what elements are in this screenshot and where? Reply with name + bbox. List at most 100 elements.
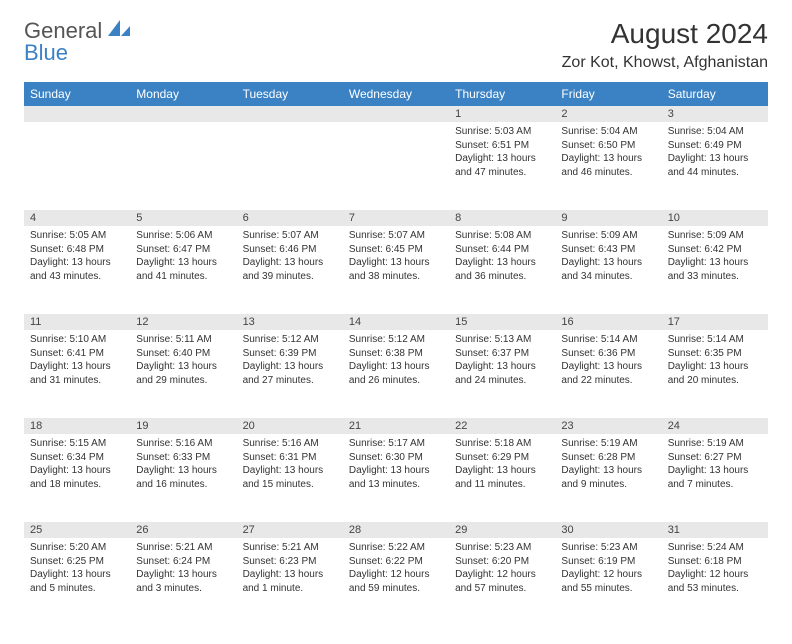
sunset-text: Sunset: 6:22 PM	[349, 555, 443, 569]
sunrise-text: Sunrise: 5:19 AM	[561, 437, 655, 451]
sunrise-text: Sunrise: 5:12 AM	[349, 333, 443, 347]
day-cell: Sunrise: 5:07 AMSunset: 6:46 PMDaylight:…	[237, 226, 343, 314]
day-content: Sunrise: 5:09 AMSunset: 6:42 PMDaylight:…	[662, 226, 768, 289]
day-cell	[24, 122, 130, 210]
day-number-cell: 8	[449, 210, 555, 226]
sunset-text: Sunset: 6:44 PM	[455, 243, 549, 257]
daylight-text: Daylight: 13 hours and 41 minutes.	[136, 256, 230, 283]
day-cell: Sunrise: 5:04 AMSunset: 6:50 PMDaylight:…	[555, 122, 661, 210]
sunrise-text: Sunrise: 5:10 AM	[30, 333, 124, 347]
daylight-text: Daylight: 13 hours and 9 minutes.	[561, 464, 655, 491]
day-number-cell: 18	[24, 418, 130, 434]
day-cell: Sunrise: 5:06 AMSunset: 6:47 PMDaylight:…	[130, 226, 236, 314]
day-content: Sunrise: 5:12 AMSunset: 6:38 PMDaylight:…	[343, 330, 449, 393]
sunset-text: Sunset: 6:39 PM	[243, 347, 337, 361]
day-cell: Sunrise: 5:11 AMSunset: 6:40 PMDaylight:…	[130, 330, 236, 418]
week-row: Sunrise: 5:05 AMSunset: 6:48 PMDaylight:…	[24, 226, 768, 314]
th-sunday: Sunday	[24, 82, 130, 106]
day-number-cell	[24, 106, 130, 122]
sunset-text: Sunset: 6:36 PM	[561, 347, 655, 361]
day-number-cell: 6	[237, 210, 343, 226]
sunrise-text: Sunrise: 5:17 AM	[349, 437, 443, 451]
daylight-text: Daylight: 13 hours and 24 minutes.	[455, 360, 549, 387]
sunset-text: Sunset: 6:33 PM	[136, 451, 230, 465]
daylight-text: Daylight: 13 hours and 18 minutes.	[30, 464, 124, 491]
day-cell: Sunrise: 5:20 AMSunset: 6:25 PMDaylight:…	[24, 538, 130, 626]
sunrise-text: Sunrise: 5:21 AM	[243, 541, 337, 555]
th-monday: Monday	[130, 82, 236, 106]
daylight-text: Daylight: 13 hours and 29 minutes.	[136, 360, 230, 387]
sunset-text: Sunset: 6:41 PM	[30, 347, 124, 361]
day-number-cell: 22	[449, 418, 555, 434]
sunset-text: Sunset: 6:27 PM	[668, 451, 762, 465]
daylight-text: Daylight: 13 hours and 43 minutes.	[30, 256, 124, 283]
day-cell	[343, 122, 449, 210]
day-content: Sunrise: 5:23 AMSunset: 6:19 PMDaylight:…	[555, 538, 661, 601]
sunrise-text: Sunrise: 5:18 AM	[455, 437, 549, 451]
sunrise-text: Sunrise: 5:19 AM	[668, 437, 762, 451]
sunset-text: Sunset: 6:30 PM	[349, 451, 443, 465]
sunset-text: Sunset: 6:35 PM	[668, 347, 762, 361]
daylight-text: Daylight: 13 hours and 26 minutes.	[349, 360, 443, 387]
day-cell: Sunrise: 5:05 AMSunset: 6:48 PMDaylight:…	[24, 226, 130, 314]
day-content: Sunrise: 5:23 AMSunset: 6:20 PMDaylight:…	[449, 538, 555, 601]
day-content: Sunrise: 5:18 AMSunset: 6:29 PMDaylight:…	[449, 434, 555, 497]
day-content: Sunrise: 5:16 AMSunset: 6:31 PMDaylight:…	[237, 434, 343, 497]
daynum-row: 45678910	[24, 210, 768, 226]
title-block: August 2024 Zor Kot, Khowst, Afghanistan	[562, 18, 768, 72]
daynum-row: 11121314151617	[24, 314, 768, 330]
sunset-text: Sunset: 6:37 PM	[455, 347, 549, 361]
sunrise-text: Sunrise: 5:12 AM	[243, 333, 337, 347]
day-number-cell: 13	[237, 314, 343, 330]
day-cell: Sunrise: 5:21 AMSunset: 6:24 PMDaylight:…	[130, 538, 236, 626]
day-content: Sunrise: 5:19 AMSunset: 6:28 PMDaylight:…	[555, 434, 661, 497]
day-content: Sunrise: 5:07 AMSunset: 6:46 PMDaylight:…	[237, 226, 343, 289]
sunset-text: Sunset: 6:48 PM	[30, 243, 124, 257]
daylight-text: Daylight: 13 hours and 5 minutes.	[30, 568, 124, 595]
sunrise-text: Sunrise: 5:14 AM	[561, 333, 655, 347]
sunset-text: Sunset: 6:18 PM	[668, 555, 762, 569]
day-number-cell: 1	[449, 106, 555, 122]
day-number-cell: 12	[130, 314, 236, 330]
daylight-text: Daylight: 13 hours and 38 minutes.	[349, 256, 443, 283]
day-content: Sunrise: 5:24 AMSunset: 6:18 PMDaylight:…	[662, 538, 768, 601]
day-number-cell	[343, 106, 449, 122]
day-content: Sunrise: 5:20 AMSunset: 6:25 PMDaylight:…	[24, 538, 130, 601]
daylight-text: Daylight: 13 hours and 34 minutes.	[561, 256, 655, 283]
daylight-text: Daylight: 13 hours and 22 minutes.	[561, 360, 655, 387]
day-number-cell: 20	[237, 418, 343, 434]
day-number-cell: 5	[130, 210, 236, 226]
day-content: Sunrise: 5:21 AMSunset: 6:24 PMDaylight:…	[130, 538, 236, 601]
sunrise-text: Sunrise: 5:04 AM	[561, 125, 655, 139]
day-cell: Sunrise: 5:18 AMSunset: 6:29 PMDaylight:…	[449, 434, 555, 522]
daylight-text: Daylight: 13 hours and 33 minutes.	[668, 256, 762, 283]
day-cell: Sunrise: 5:16 AMSunset: 6:33 PMDaylight:…	[130, 434, 236, 522]
day-content: Sunrise: 5:21 AMSunset: 6:23 PMDaylight:…	[237, 538, 343, 601]
day-cell: Sunrise: 5:23 AMSunset: 6:20 PMDaylight:…	[449, 538, 555, 626]
daylight-text: Daylight: 13 hours and 3 minutes.	[136, 568, 230, 595]
day-content: Sunrise: 5:13 AMSunset: 6:37 PMDaylight:…	[449, 330, 555, 393]
daylight-text: Daylight: 12 hours and 57 minutes.	[455, 568, 549, 595]
day-cell: Sunrise: 5:14 AMSunset: 6:35 PMDaylight:…	[662, 330, 768, 418]
sunrise-text: Sunrise: 5:13 AM	[455, 333, 549, 347]
day-number-cell: 4	[24, 210, 130, 226]
day-cell	[130, 122, 236, 210]
day-number-cell: 26	[130, 522, 236, 538]
day-content: Sunrise: 5:14 AMSunset: 6:36 PMDaylight:…	[555, 330, 661, 393]
daynum-row: 18192021222324	[24, 418, 768, 434]
day-number-cell: 10	[662, 210, 768, 226]
daylight-text: Daylight: 13 hours and 16 minutes.	[136, 464, 230, 491]
day-content: Sunrise: 5:09 AMSunset: 6:43 PMDaylight:…	[555, 226, 661, 289]
day-number-cell: 14	[343, 314, 449, 330]
day-number-cell	[237, 106, 343, 122]
day-cell: Sunrise: 5:19 AMSunset: 6:27 PMDaylight:…	[662, 434, 768, 522]
sunrise-text: Sunrise: 5:04 AM	[668, 125, 762, 139]
day-cell: Sunrise: 5:12 AMSunset: 6:38 PMDaylight:…	[343, 330, 449, 418]
day-cell	[237, 122, 343, 210]
daylight-text: Daylight: 13 hours and 27 minutes.	[243, 360, 337, 387]
day-content: Sunrise: 5:08 AMSunset: 6:44 PMDaylight:…	[449, 226, 555, 289]
day-number-cell: 15	[449, 314, 555, 330]
sunrise-text: Sunrise: 5:06 AM	[136, 229, 230, 243]
daynum-row: 123	[24, 106, 768, 122]
sunset-text: Sunset: 6:43 PM	[561, 243, 655, 257]
